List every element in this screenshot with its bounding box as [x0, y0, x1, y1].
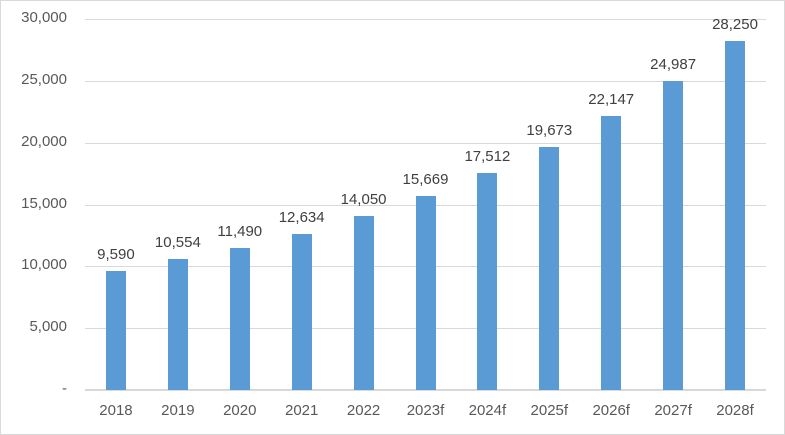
- x-axis-tick-label: 2024f: [468, 402, 507, 419]
- bar-2023f: [415, 196, 436, 390]
- bar-2027f: [663, 81, 684, 390]
- data-label-2028f: 28,250: [712, 16, 758, 33]
- x-axis-tick-label: 2020: [223, 402, 257, 419]
- x-axis-tick-label: 2022: [346, 402, 381, 419]
- y-axis-tick-label: 20,000: [21, 132, 67, 150]
- y-axis-tick-label: 5,000: [29, 318, 67, 336]
- bar-2024f: [477, 173, 498, 390]
- bar-2028f: [725, 41, 746, 390]
- y-axis-tick-label: 30,000: [21, 9, 67, 26]
- y-axis-tick-label: -: [62, 380, 67, 397]
- bar-2018: [105, 271, 126, 390]
- data-label-2020: 11,490: [217, 223, 263, 240]
- x-axis-tick-label: 2025f: [530, 402, 569, 419]
- bar-2020: [229, 248, 250, 390]
- x-axis-tick-label: 2023f: [406, 402, 445, 419]
- data-label-2025f: 19,673: [526, 122, 573, 139]
- data-label-2024f: 17,512: [464, 148, 511, 165]
- y-axis-tick-label: 10,000: [21, 256, 67, 274]
- gridline-25000: [85, 80, 766, 82]
- bar-2026f: [601, 116, 622, 390]
- x-axis-tick-label: 2019: [161, 402, 195, 419]
- data-label-2023f: 15,669: [402, 171, 449, 188]
- x-axis-tick-label: 2021: [284, 402, 319, 419]
- bar-2025f: [539, 147, 560, 390]
- bar-2019: [167, 259, 188, 390]
- data-label-2019: 10,554: [154, 234, 201, 251]
- bar-2021: [291, 234, 312, 390]
- data-label-2018: 9,590: [97, 246, 135, 263]
- plot-area: [85, 19, 766, 391]
- y-axis-tick-label: 15,000: [21, 194, 67, 212]
- x-axis-tick-label: 2026f: [592, 402, 630, 419]
- x-axis-tick-label: 2027f: [654, 402, 692, 419]
- x-axis-tick-label: 2028f: [716, 402, 754, 419]
- data-label-2021: 12,634: [278, 209, 325, 226]
- gridline-30000: [85, 19, 766, 20]
- gridline-0: [85, 390, 766, 391]
- data-label-2026f: 22,147: [588, 91, 635, 108]
- y-axis-tick-label: 25,000: [21, 70, 67, 88]
- x-axis-tick-label: 2018: [99, 402, 133, 419]
- data-label-2027f: 24,987: [650, 56, 697, 73]
- gridline-20000: [85, 142, 766, 144]
- bar-2022: [353, 216, 374, 390]
- data-label-2022: 14,050: [340, 191, 387, 208]
